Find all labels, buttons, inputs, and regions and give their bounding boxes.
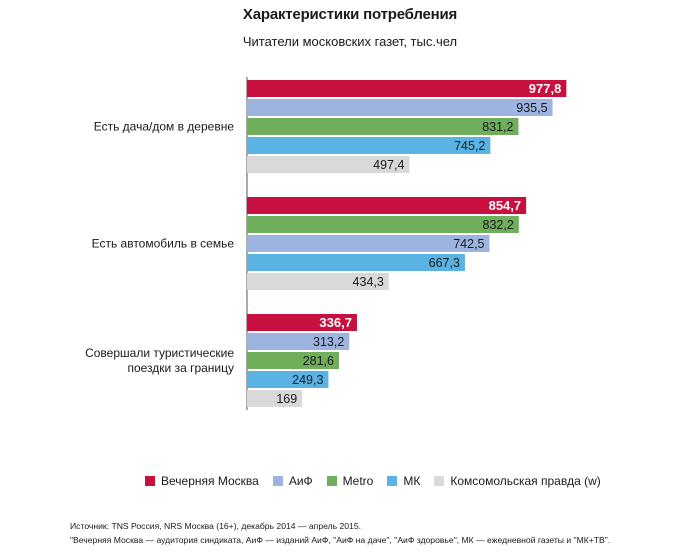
legend-item: АиФ [272,474,313,488]
bar [247,156,410,173]
category-label: поездки за границу [127,361,234,375]
data-label: 281,6 [303,354,334,368]
data-label: 667,3 [429,256,460,270]
legend-item: МК [387,474,420,488]
bar [247,80,567,97]
bar [247,235,490,252]
legend-item: Вечерняя Москва [145,474,259,488]
legend-item: Metro [326,474,374,488]
bar [247,273,389,290]
data-label: 313,2 [313,335,344,349]
bar [247,333,350,350]
data-label: 742,5 [453,237,484,251]
legend-swatch [272,476,283,486]
bar [247,352,339,369]
source-note: Источник: TNS Россия, NRS Москва (16+), … [70,519,610,547]
source-line: Источник: TNS Россия, NRS Москва (16+), … [70,521,361,531]
source-line: "Вечерняя Москва — аудитория синдиката, … [70,535,611,545]
chart-subtitle: Читатели московских газет, тыс.чел [242,34,458,49]
chart-title: Характеристики потребления [242,6,458,23]
legend-swatch [145,476,155,486]
data-label: 977,8 [529,81,562,96]
category-label: Совершали туристические [85,346,234,360]
category-label: Есть автомобиль в семье [92,237,235,251]
data-label: 497,4 [373,158,404,172]
data-label: 249,3 [292,373,323,387]
data-label: 336,7 [319,315,352,330]
legend-item: Комсомольская правда (w) [434,474,601,488]
legend-label: АиФ [288,474,313,488]
bar [247,216,519,233]
bar [247,197,527,214]
data-label: 831,2 [482,120,513,134]
bar [247,371,329,388]
data-label: 745,2 [454,139,485,153]
legend-swatch [434,476,445,486]
bar [247,99,553,116]
bar [247,314,357,331]
data-label: 434,3 [353,275,384,289]
legend-swatch [326,476,337,486]
chart-legend: Вечерняя Москва АиФ Metro МК Комсомольск… [145,474,615,488]
bar [247,390,303,407]
bar [247,137,491,154]
legend-label: Metro [342,474,374,488]
legend-label: Комсомольская правда (w) [450,474,601,488]
data-label: 832,2 [483,218,514,232]
data-label: 169 [276,392,297,406]
data-label: 854,7 [489,198,522,213]
category-label: Есть дача/дом в деревне [94,120,235,134]
bar [247,118,519,135]
legend-label: Вечерняя Москва [161,474,259,488]
bar [247,254,465,271]
legend-label: МК [403,474,421,488]
data-label: 935,5 [516,101,547,115]
legend-swatch [387,476,398,486]
